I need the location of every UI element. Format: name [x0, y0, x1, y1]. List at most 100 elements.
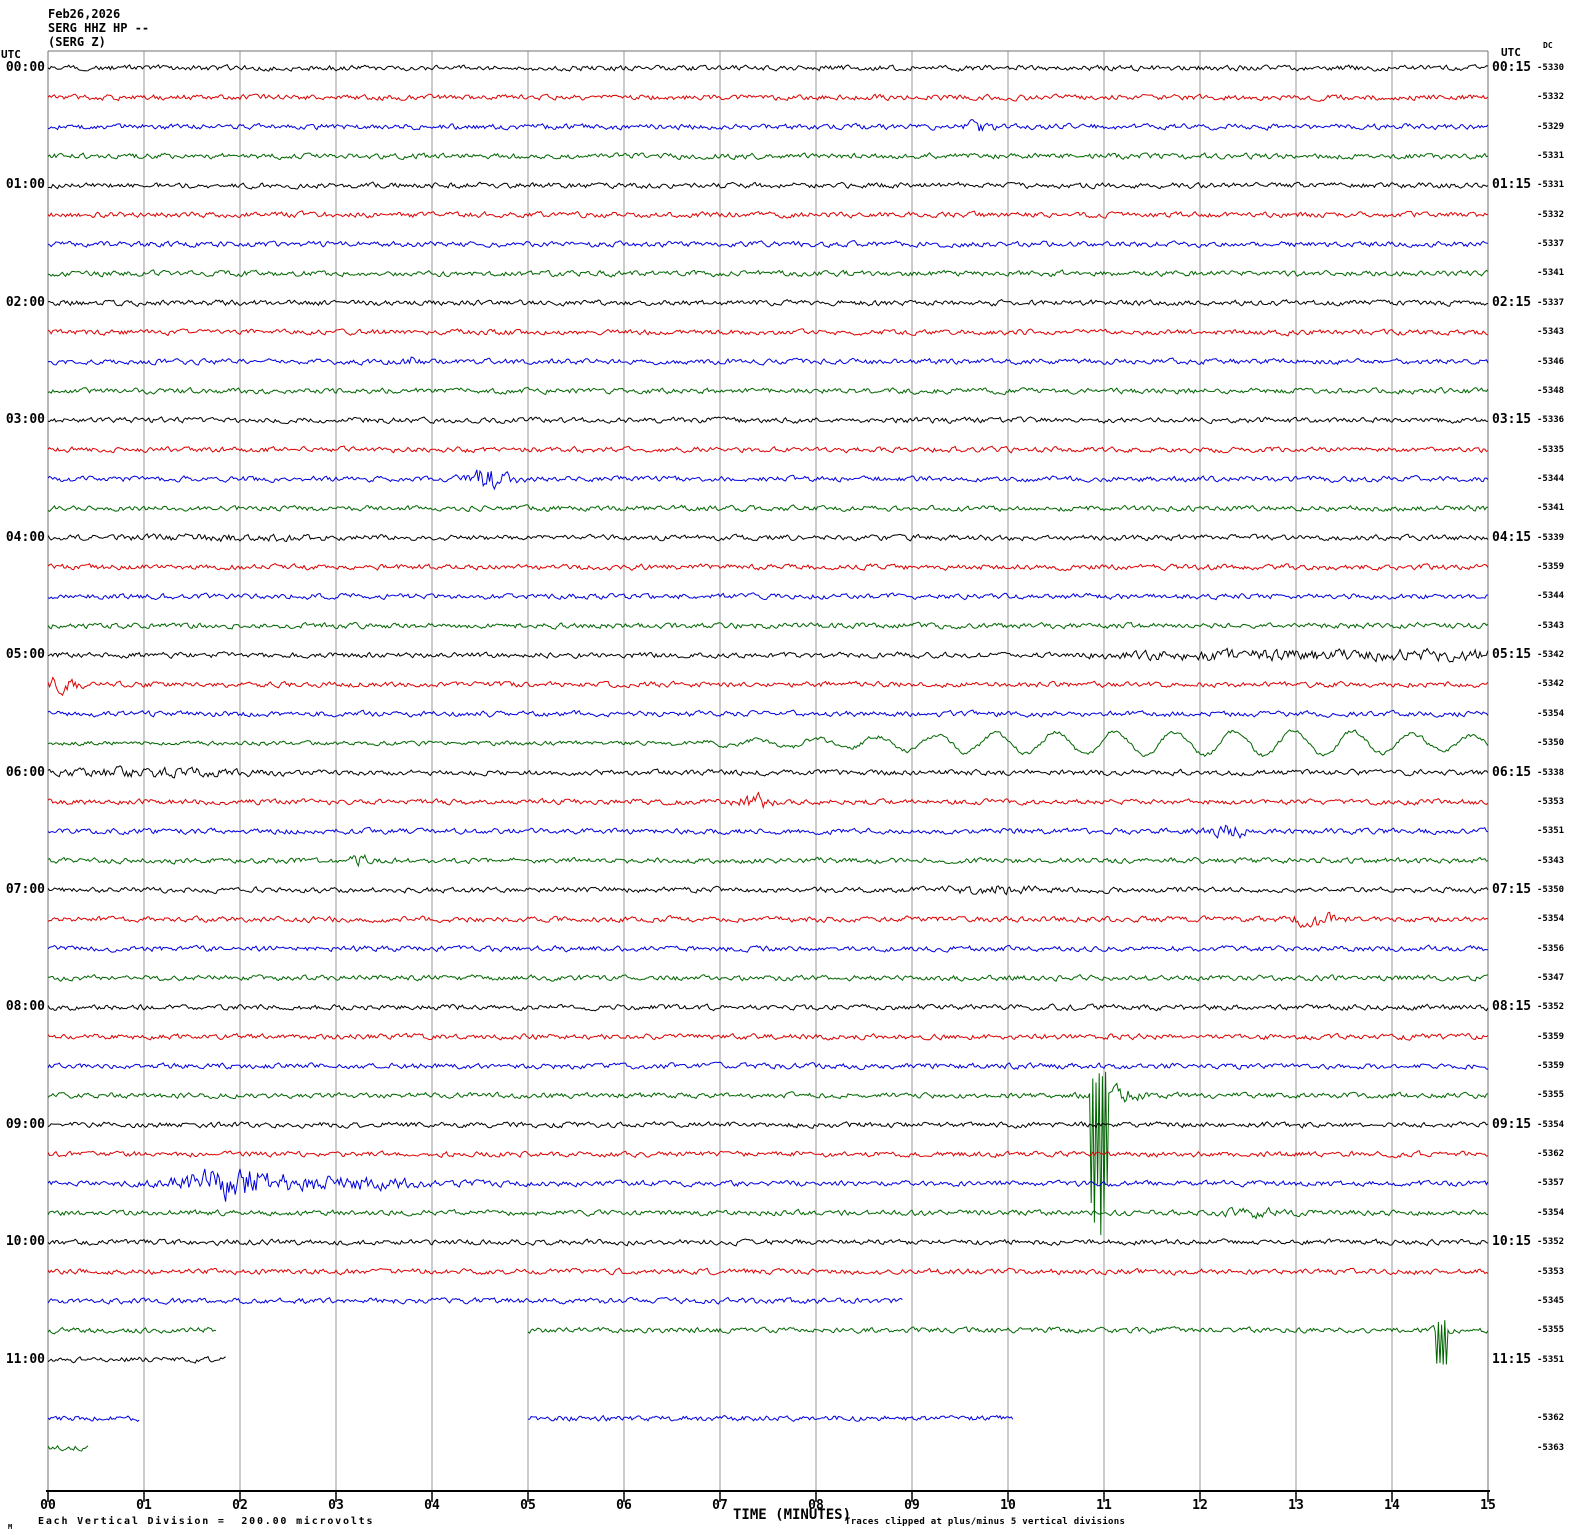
dc-value: -5359	[1537, 1061, 1565, 1072]
dc-value: -5335	[1537, 444, 1565, 455]
dc-value: -5343	[1537, 327, 1565, 338]
clip-note: Traces clipped at plus/minus 5 vertical …	[845, 1517, 1126, 1527]
trace-0000-black	[47, 63, 1489, 72]
dc-value: -5336	[1537, 415, 1565, 426]
dc-value: -5354	[1537, 1119, 1565, 1130]
dc-value: -5355	[1537, 1090, 1565, 1101]
dc-value: -5348	[1537, 385, 1565, 396]
trace-1130-blue	[47, 1415, 140, 1422]
x-tick-label: 00	[40, 1498, 56, 1513]
trace-1000-black	[47, 1238, 1489, 1247]
right-time-label: 11:15	[1492, 1351, 1532, 1367]
dc-value: -5332	[1537, 209, 1565, 220]
x-tick-label: 01	[136, 1498, 152, 1513]
dc-value: -5332	[1537, 92, 1565, 103]
dc-value: -5352	[1537, 1237, 1565, 1248]
left-time-label: 08:00	[5, 999, 45, 1015]
trace-0645-green	[47, 853, 1489, 868]
x-tick-label: 08	[808, 1498, 824, 1513]
right-time-label: 00:15	[1492, 60, 1532, 75]
dc-value: -5356	[1537, 943, 1565, 954]
dc-value: -5351	[1537, 1354, 1565, 1365]
right-time-label: 03:15	[1492, 412, 1532, 428]
dc-value: -5353	[1537, 796, 1565, 807]
dc-value: -5341	[1537, 268, 1565, 279]
trace-0045-green	[47, 152, 1489, 161]
x-tick-label: 13	[1288, 1498, 1304, 1513]
x-tick-label: 15	[1480, 1498, 1496, 1513]
trace-1100-black	[47, 1355, 226, 1364]
right-time-label: 04:15	[1492, 529, 1532, 545]
x-tick-label: 14	[1384, 1498, 1400, 1513]
trace-0845-green	[47, 1071, 1489, 1236]
dc-value: -5352	[1537, 1002, 1565, 1013]
dc-value: -5347	[1537, 973, 1565, 983]
dc-value: -5330	[1537, 63, 1565, 73]
trace-0515-red	[47, 676, 1489, 697]
right-time-label: 09:15	[1492, 1116, 1532, 1132]
title-channel: (SERG Z)	[48, 35, 106, 49]
right-time-label: 05:15	[1492, 647, 1532, 663]
trace-0530-blue	[47, 709, 1489, 719]
dc-value: -5343	[1537, 855, 1565, 866]
trace-0715-red	[47, 911, 1489, 929]
trace-1145-green	[47, 1444, 89, 1452]
right-time-label: 07:15	[1492, 881, 1532, 897]
right-utc-header: UTC	[1501, 46, 1521, 59]
trace-0930-blue	[47, 1168, 1489, 1202]
trace-1045-green	[527, 1320, 1489, 1365]
trace-0145-green	[47, 269, 1489, 278]
trace-0130-blue	[47, 240, 1489, 249]
dc-value: -5354	[1537, 708, 1565, 719]
dc-value: -5329	[1537, 121, 1565, 132]
dc-value: -5331	[1537, 180, 1565, 191]
trace-0100-black	[47, 181, 1489, 190]
dc-value: -5344	[1537, 473, 1565, 484]
trace-0815-red	[47, 1032, 1489, 1041]
left-time-label: 05:00	[5, 647, 45, 663]
trace-0800-black	[47, 1003, 1489, 1012]
dc-value: -5341	[1537, 503, 1565, 514]
left-time-label: 03:00	[5, 412, 45, 428]
dc-value: -5351	[1537, 826, 1565, 837]
x-tick-label: 09	[904, 1498, 920, 1513]
left-time-label: 02:00	[5, 294, 45, 310]
trace-0945-green	[47, 1206, 1489, 1220]
dc-value: -5359	[1537, 562, 1565, 573]
trace-0115-red	[47, 210, 1488, 219]
trace-0730-blue	[47, 944, 1489, 953]
trace-0245-green	[47, 386, 1489, 396]
left-time-label: 04:00	[5, 529, 45, 545]
dc-value: -5362	[1537, 1149, 1565, 1160]
trace-0200-black	[47, 298, 1489, 308]
left-time-label: 09:00	[5, 1116, 45, 1132]
trace-1045-green	[47, 1326, 217, 1335]
x-tick-label: 11	[1096, 1498, 1112, 1513]
trace-1015-red	[47, 1267, 1489, 1276]
trace-0015-red	[47, 93, 1489, 102]
dc-value: -5345	[1537, 1295, 1565, 1306]
dc-value: -5339	[1537, 532, 1565, 543]
trace-0230-blue	[47, 356, 1489, 366]
dc-value: -5354	[1537, 1207, 1565, 1218]
dc-value: -5337	[1537, 297, 1565, 308]
trace-0545-green	[47, 729, 1489, 758]
title-date: Feb26,2026	[48, 7, 121, 21]
title-station: SERG HHZ HP --	[48, 21, 150, 35]
trace-0500-black	[47, 647, 1489, 663]
trace-0415-red	[47, 562, 1489, 572]
x-tick-label: 10	[1000, 1498, 1016, 1513]
trace-0745-green	[48, 974, 1489, 982]
trace-0900-black	[47, 1120, 1489, 1129]
dc-value: -5338	[1537, 767, 1565, 778]
trace-0215-red	[47, 328, 1489, 337]
right-time-label: 06:15	[1492, 764, 1532, 780]
dc-value: -5342	[1537, 679, 1565, 690]
dc-value: -5346	[1537, 356, 1565, 367]
x-tick-label: 07	[712, 1498, 728, 1513]
trace-0330-blue	[47, 469, 1489, 491]
x-axis-label: TIME (MINUTES)	[733, 1507, 852, 1523]
trace-0345-green	[47, 504, 1489, 513]
